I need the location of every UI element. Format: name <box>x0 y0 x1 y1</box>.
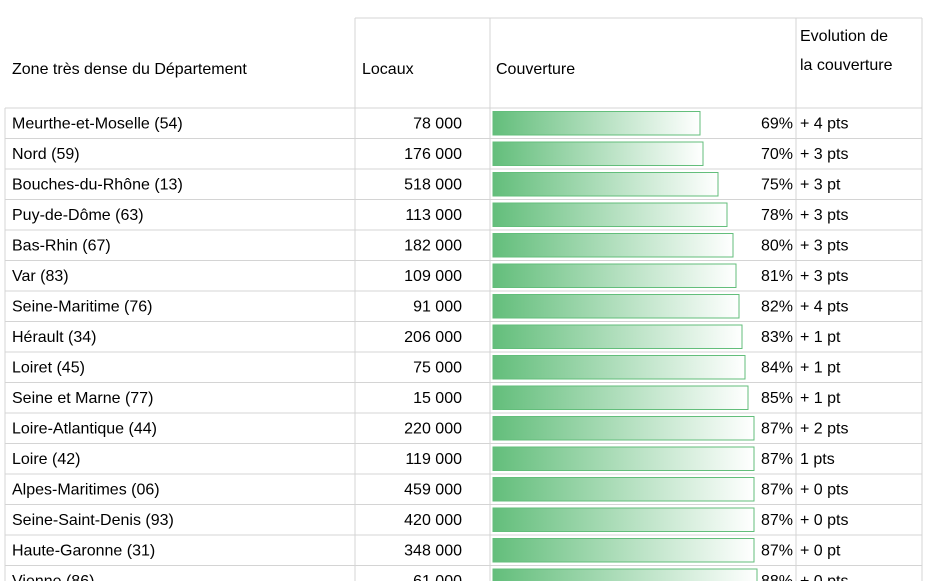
zone-cell: Loire-Atlantique (44) <box>12 420 157 437</box>
zone-cell: Haute-Garonne (31) <box>12 542 155 559</box>
evolution-cell: + 3 pts <box>800 207 848 224</box>
data-bar <box>492 416 755 441</box>
data-bar <box>492 507 755 532</box>
evolution-cell: + 3 pts <box>800 268 848 285</box>
coverage-cell: 87% <box>761 512 793 529</box>
evolution-cell: + 0 pts <box>800 512 848 529</box>
coverage-cell: 80% <box>761 237 793 254</box>
evolution-cell: + 1 pt <box>800 359 841 376</box>
zone-cell: Bas-Rhin (67) <box>12 237 111 254</box>
evolution-cell: + 1 pt <box>800 329 841 346</box>
evolution-cell: + 4 pts <box>800 115 848 132</box>
data-bar <box>492 294 740 319</box>
zone-cell: Puy-de-Dôme (63) <box>12 207 144 224</box>
zone-cell: Var (83) <box>12 268 69 285</box>
coverage-cell: 81% <box>761 268 793 285</box>
coverage-cell: 85% <box>761 390 793 407</box>
zone-cell: Seine-Saint-Denis (93) <box>12 512 174 529</box>
data-bar <box>492 324 743 349</box>
locaux-cell: 75 000 <box>413 359 462 376</box>
evolution-cell: + 0 pts <box>800 573 848 581</box>
coverage-cell: 84% <box>761 359 793 376</box>
zone-cell: Seine-Maritime (76) <box>12 298 152 315</box>
coverage-cell: 70% <box>761 146 793 163</box>
evolution-cell: 1 pts <box>800 451 835 468</box>
data-bar <box>492 477 755 502</box>
data-bar <box>492 141 704 166</box>
data-bar <box>492 538 755 563</box>
zone-cell: Loire (42) <box>12 451 80 468</box>
locaux-cell: 420 000 <box>404 512 462 529</box>
header-cell: la couverture <box>800 57 893 74</box>
zone-cell: Alpes-Maritimes (06) <box>12 481 160 498</box>
coverage-cell: 87% <box>761 481 793 498</box>
zone-cell: Hérault (34) <box>12 329 96 346</box>
locaux-cell: 113 000 <box>405 207 462 224</box>
evolution-cell: + 3 pts <box>800 237 848 254</box>
evolution-cell: + 3 pt <box>800 176 841 193</box>
evolution-cell: + 4 pts <box>800 298 848 315</box>
locaux-cell: 348 000 <box>404 542 462 559</box>
coverage-cell: 87% <box>761 420 793 437</box>
zone-cell: Vienne (86) <box>12 573 94 581</box>
locaux-cell: 78 000 <box>413 115 462 132</box>
zone-cell: Nord (59) <box>12 146 80 163</box>
coverage-cell: 88% <box>761 573 793 581</box>
coverage-cell: 75% <box>761 176 793 193</box>
coverage-cell: 87% <box>761 451 793 468</box>
evolution-cell: + 0 pts <box>800 481 848 498</box>
locaux-cell: 109 000 <box>404 268 462 285</box>
coverage-cell: 82% <box>761 298 793 315</box>
locaux-cell: 459 000 <box>404 481 462 498</box>
coverage-cell: 83% <box>761 329 793 346</box>
data-bar <box>492 111 701 136</box>
zone-cell: Bouches-du-Rhône (13) <box>12 176 183 193</box>
header-cell: Couverture <box>496 61 575 78</box>
zone-cell: Seine et Marne (77) <box>12 390 153 407</box>
data-bar <box>492 568 758 581</box>
data-bar <box>492 172 719 197</box>
locaux-cell: 119 000 <box>405 451 462 468</box>
locaux-cell: 176 000 <box>404 146 462 163</box>
coverage-cell: 69% <box>761 115 793 132</box>
coverage-cell: 78% <box>761 207 793 224</box>
header-cell: Zone très dense du Département <box>12 61 247 78</box>
header-cell: Locaux <box>362 61 414 78</box>
locaux-cell: 518 000 <box>404 176 462 193</box>
zone-cell: Loiret (45) <box>12 359 85 376</box>
evolution-cell: + 2 pts <box>800 420 848 437</box>
locaux-cell: 15 000 <box>413 390 462 407</box>
locaux-cell: 182 000 <box>404 237 462 254</box>
data-bar <box>492 202 728 227</box>
evolution-cell: + 0 pt <box>800 542 841 559</box>
data-bar <box>492 263 737 288</box>
data-bar <box>492 355 746 380</box>
data-bar <box>492 385 749 410</box>
zone-cell: Meurthe-et-Moselle (54) <box>12 115 183 132</box>
data-bar <box>492 233 734 258</box>
locaux-cell: 61 000 <box>413 573 462 581</box>
data-bar <box>492 446 755 471</box>
locaux-cell: 91 000 <box>413 298 462 315</box>
evolution-cell: + 1 pt <box>800 390 841 407</box>
coverage-cell: 87% <box>761 542 793 559</box>
locaux-cell: 220 000 <box>404 420 462 437</box>
header-cell: Evolution de <box>800 28 888 45</box>
evolution-cell: + 3 pts <box>800 146 848 163</box>
locaux-cell: 206 000 <box>404 329 462 346</box>
